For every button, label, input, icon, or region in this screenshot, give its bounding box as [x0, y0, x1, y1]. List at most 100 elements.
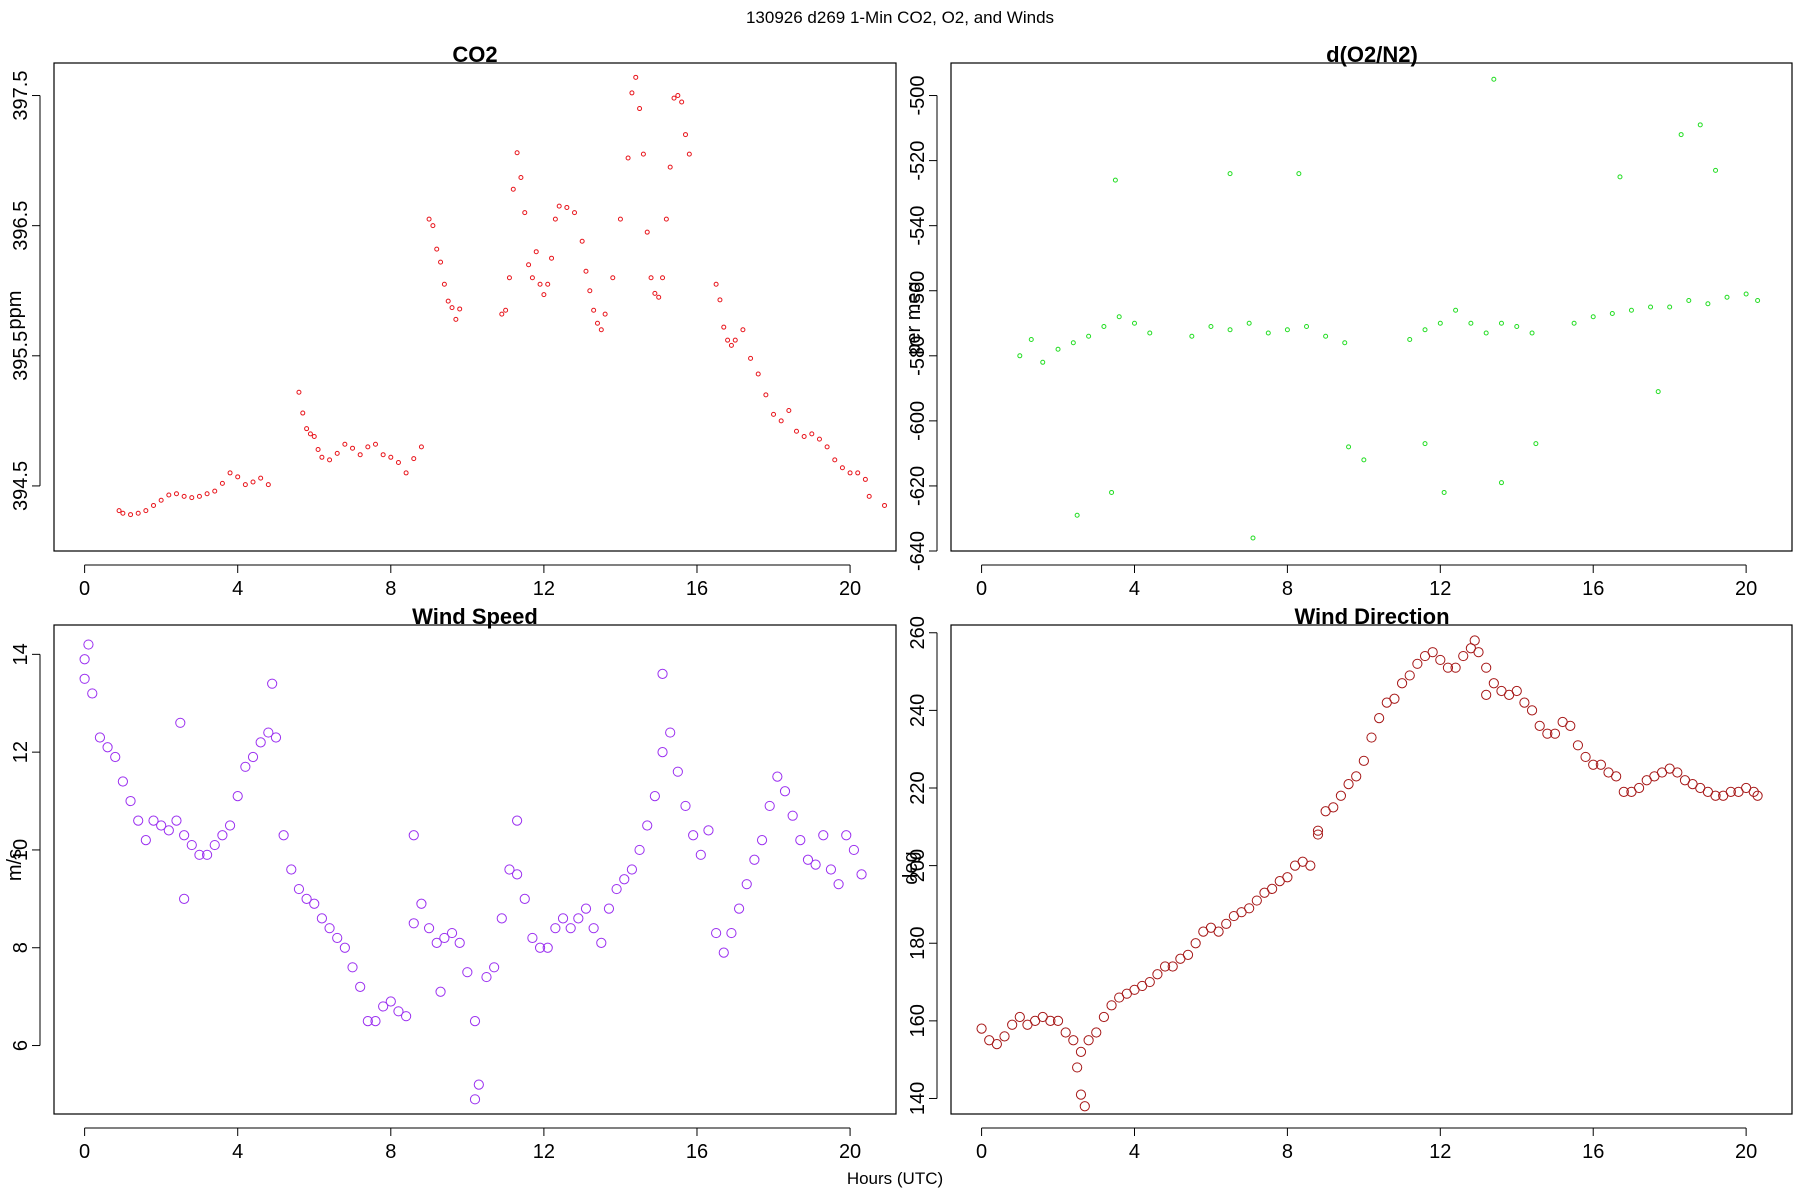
data-point	[1468, 320, 1474, 326]
data-point	[588, 923, 599, 934]
data-point	[247, 751, 259, 763]
y-axis-label-o2n2: per meg	[903, 281, 925, 354]
data-point	[304, 426, 310, 432]
data-point	[151, 502, 157, 508]
data-point	[640, 151, 646, 157]
data-point	[166, 492, 172, 498]
data-point	[579, 238, 585, 244]
data-point	[332, 932, 343, 944]
data-point	[201, 849, 213, 860]
data-point	[133, 815, 144, 826]
data-point	[537, 281, 543, 287]
data-point	[1045, 1015, 1056, 1026]
data-point	[534, 942, 546, 953]
data-point	[1609, 311, 1615, 317]
data-point	[587, 288, 593, 294]
x-tick-label: 8	[385, 1141, 396, 1163]
data-point	[602, 311, 608, 317]
x-tick-label: 12	[1429, 1141, 1451, 1163]
y-tick-label: 260	[907, 616, 929, 649]
data-point	[778, 418, 784, 424]
data-point	[270, 732, 282, 743]
data-point	[1052, 1015, 1064, 1026]
x-tick-label: 20	[1735, 578, 1757, 600]
data-point	[1075, 1046, 1087, 1058]
y-tick-label: 395.5	[10, 331, 32, 381]
data-point	[629, 90, 635, 96]
data-point	[1534, 720, 1545, 732]
data-point	[1618, 786, 1629, 797]
data-point	[1469, 635, 1480, 646]
data-point	[1686, 297, 1692, 303]
data-point	[1511, 685, 1522, 697]
data-point	[779, 786, 791, 797]
y-axis-label-co2: ppm	[4, 291, 26, 330]
x-tick-label: 12	[1429, 578, 1451, 600]
data-point	[179, 893, 190, 904]
data-point	[1112, 177, 1118, 183]
data-point	[748, 355, 754, 361]
data-point	[301, 893, 312, 904]
data-point	[1533, 441, 1539, 447]
data-point	[695, 849, 706, 860]
plot-frame-wind-speed	[53, 624, 897, 1115]
data-point	[446, 927, 458, 939]
y-tick-label: 14	[10, 643, 32, 665]
data-point	[499, 311, 505, 317]
data-point	[438, 259, 444, 265]
data-point	[1091, 1027, 1102, 1038]
x-axis-wind-speed: 0 4 8 12 16 20	[79, 1127, 861, 1163]
data-point	[756, 835, 768, 846]
data-point	[522, 210, 528, 216]
data-point	[1265, 330, 1271, 336]
data-point	[423, 923, 435, 934]
data-point	[316, 913, 328, 924]
data-point	[1189, 333, 1195, 339]
data-point	[542, 942, 553, 953]
data-point	[293, 883, 305, 895]
figure-suptitle: 130926 d269 1-Min CO2, O2, and Winds	[746, 8, 1054, 27]
data-point	[227, 470, 233, 476]
data-point	[703, 825, 714, 836]
data-point	[549, 255, 555, 261]
data-point	[1655, 389, 1661, 395]
data-point	[1725, 786, 1736, 797]
data-point	[529, 275, 535, 281]
x-tick-label: 0	[976, 578, 987, 600]
data-point	[1542, 728, 1553, 739]
data-point	[1412, 658, 1423, 669]
x-axis-o2n2: 0 4 8 12 16 20	[976, 564, 1757, 600]
data-point	[370, 1015, 381, 1027]
data-point	[1404, 670, 1415, 681]
data-point	[1304, 324, 1310, 330]
data-point	[1144, 976, 1155, 988]
y-tick-label: 160	[907, 1004, 929, 1037]
y-tick-label: -620	[907, 466, 929, 506]
data-point	[1358, 755, 1369, 766]
data-point	[663, 216, 669, 222]
data-point	[1116, 314, 1122, 320]
data-point	[1481, 662, 1492, 673]
data-point	[1458, 650, 1469, 662]
data-point	[680, 800, 691, 812]
data-point	[380, 452, 386, 458]
data-point	[194, 849, 205, 860]
data-point	[550, 923, 561, 934]
data-point	[1159, 961, 1171, 972]
data-point	[1580, 751, 1591, 763]
data-point	[1101, 324, 1107, 330]
data-point	[625, 155, 631, 161]
data-point	[489, 962, 500, 973]
data-point	[296, 389, 302, 395]
y-axis-label-wind-speed: m/s	[4, 849, 26, 881]
data-point	[991, 1039, 1002, 1050]
data-point	[1422, 327, 1428, 333]
data-point	[120, 510, 126, 516]
data-point	[212, 488, 218, 494]
data-point	[1672, 767, 1683, 778]
data-point	[1441, 489, 1447, 495]
data-point	[596, 937, 607, 948]
data-point	[1678, 132, 1684, 138]
